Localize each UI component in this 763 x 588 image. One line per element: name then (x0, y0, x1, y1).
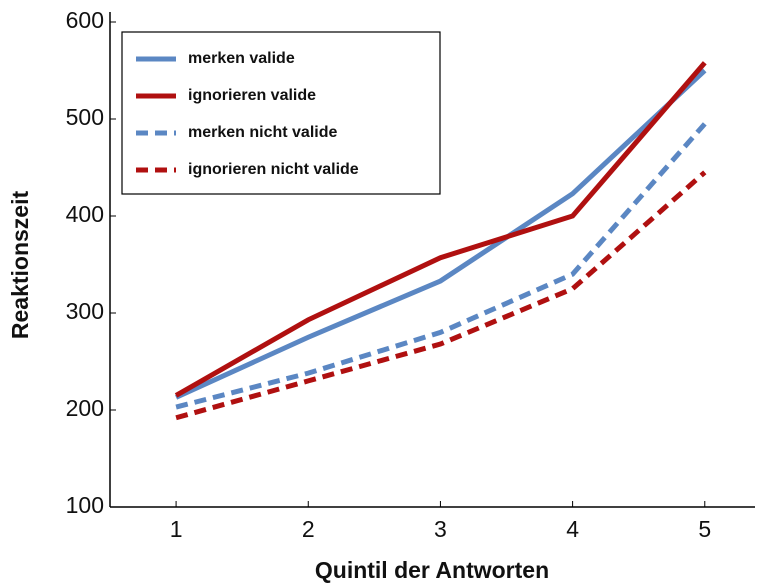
y-tick-label: 300 (66, 298, 104, 324)
series-line (174, 61, 707, 398)
y-tick-label: 600 (66, 7, 104, 33)
x-tick-label: 3 (434, 516, 447, 542)
x-tick-label: 1 (170, 516, 183, 542)
x-tick-label: 4 (566, 516, 579, 542)
legend-label: ignorieren valide (188, 87, 316, 104)
y-axis-title: Reaktionszeit (7, 191, 33, 340)
y-tick-label: 500 (66, 104, 104, 130)
legend-label: merken nicht valide (188, 124, 337, 141)
x-tick-label: 5 (698, 516, 711, 542)
series-line (175, 68, 707, 400)
x-tick-label: 2 (302, 516, 315, 542)
x-axis-title: Quintil der Antworten (315, 557, 549, 583)
y-tick-label: 400 (66, 201, 104, 227)
y-tick-label: 200 (66, 395, 104, 421)
series-line (175, 122, 707, 410)
y-tick-label: 100 (66, 492, 104, 518)
legend-label: ignorieren nicht valide (188, 161, 359, 178)
series-line (175, 170, 707, 421)
legend-label: merken valide (188, 50, 295, 67)
